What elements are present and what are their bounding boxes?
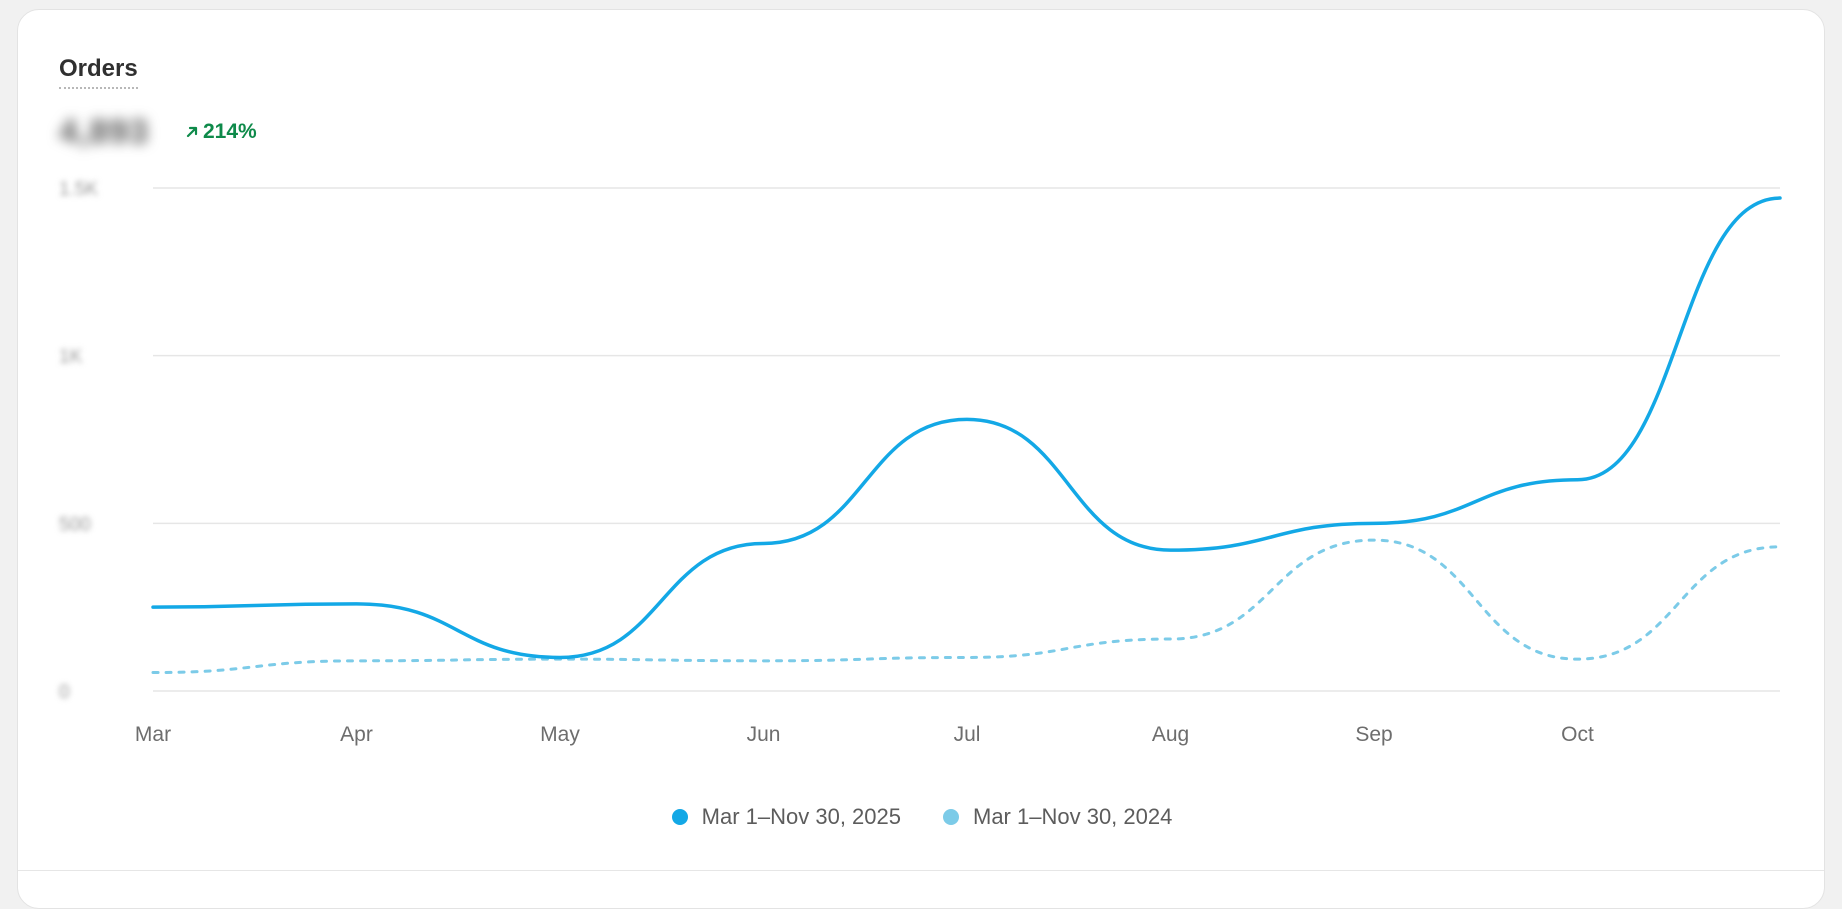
orders-line-chart: 0 500 1K 1.5K Mar Apr May Jun Jul Aug Sep Oct xyxy=(59,179,1782,746)
x-tick-label: Apr xyxy=(340,723,373,746)
grid-lines xyxy=(153,187,1780,692)
change-percent: 214% xyxy=(203,120,257,143)
x-tick-label: Jul xyxy=(954,723,981,746)
series-line-2025 xyxy=(151,196,1782,660)
chart-legend: Mar 1–Nov 30, 2025 Mar 1–Nov 30, 2024 xyxy=(18,804,1826,830)
x-tick-label: May xyxy=(540,723,580,746)
legend-label: Mar 1–Nov 30, 2024 xyxy=(973,804,1173,829)
y-tick-label: 1K xyxy=(59,347,83,368)
y-tick-label: 500 xyxy=(59,514,91,535)
legend-dot-icon xyxy=(943,809,959,825)
legend-dot-icon xyxy=(671,809,688,825)
x-tick-label: Jun xyxy=(747,723,781,746)
card-title[interactable]: Orders xyxy=(59,55,138,89)
x-tick-label: Aug xyxy=(1152,723,1189,746)
x-axis-ticks: Mar Apr May Jun Jul Aug Sep Oct xyxy=(135,723,1594,746)
series-lines xyxy=(151,196,1782,675)
legend-item-2025[interactable]: Mar 1–Nov 30, 2025 xyxy=(671,804,901,830)
legend-label: Mar 1–Nov 30, 2025 xyxy=(701,804,901,829)
trend-badge: 214% xyxy=(185,120,257,144)
y-axis-ticks: 0 500 1K 1.5K xyxy=(59,179,98,703)
x-tick-label: Oct xyxy=(1561,723,1594,746)
y-tick-label: 1.5K xyxy=(59,179,98,200)
legend-item-2024[interactable]: Mar 1–Nov 30, 2024 xyxy=(943,804,1172,830)
metric-row: 4,893 214% xyxy=(59,112,257,152)
orders-card: Orders 4,893 214% 0 500 1K 1.5K Mar Apr May Ju… xyxy=(17,9,1825,909)
card-divider xyxy=(18,870,1824,871)
series-line-2024 xyxy=(151,538,1782,675)
arrow-up-right-icon xyxy=(186,126,198,138)
x-tick-label: Sep xyxy=(1355,723,1392,746)
y-tick-label: 0 xyxy=(59,682,70,703)
x-tick-label: Mar xyxy=(135,723,171,746)
metric-value-blurred: 4,893 xyxy=(59,112,150,151)
